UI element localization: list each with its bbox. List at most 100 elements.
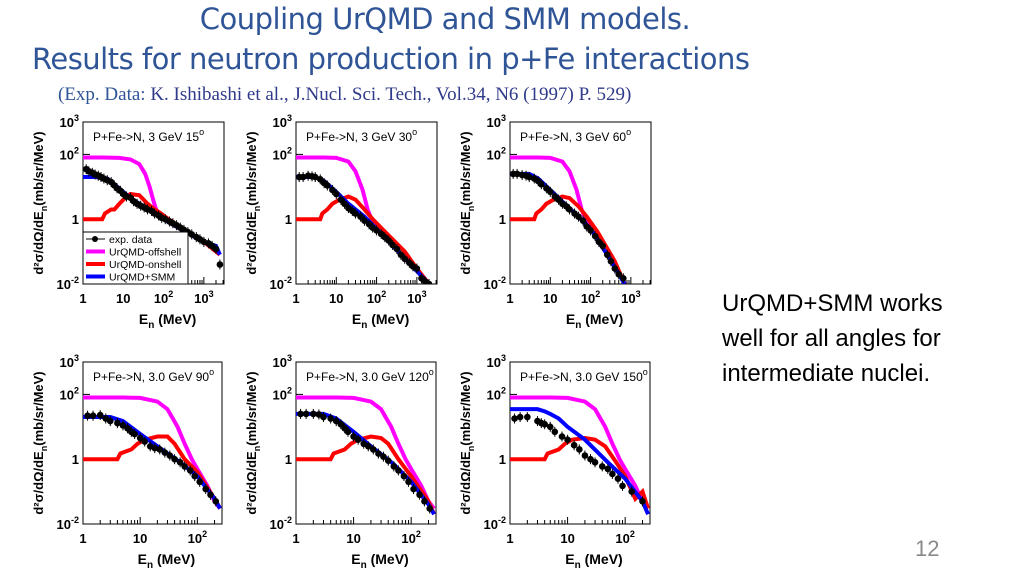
data-point [421, 498, 428, 505]
data-point [570, 441, 578, 449]
legend-entry: UrQMD-onshell [109, 259, 181, 271]
legend: exp. dataUrQMD-offshellUrQMD-onshellUrQM… [82, 231, 189, 285]
y-axis-label: d²σ/dΩ/dEn(mb/sr/MeV) [458, 371, 476, 514]
series-group [296, 155, 433, 284]
x-tick-label: 102 [401, 529, 420, 546]
data-point [212, 498, 220, 505]
data-point [375, 450, 382, 457]
x-tick-label: 10 [116, 291, 130, 306]
x-tick-label: 10 [560, 531, 574, 546]
data-point [639, 498, 646, 505]
y-tick-label: 102 [487, 385, 506, 402]
x-tick-label: 103 [194, 289, 213, 306]
data-point [564, 436, 571, 443]
x-tick-label: 1 [292, 531, 299, 546]
y-tick-label: 1 [72, 212, 79, 227]
data-point [516, 413, 524, 421]
data-point [611, 265, 619, 272]
data-point [401, 255, 409, 263]
series-group [83, 395, 222, 510]
x-axis-label: En (MeV) [352, 311, 409, 331]
x-tick-label: 10 [346, 531, 360, 546]
data-point [89, 412, 97, 420]
data-point [373, 227, 380, 234]
data-point [166, 452, 174, 459]
x-tick-label: 1 [506, 291, 513, 306]
data-point [558, 433, 566, 440]
series-line-urqmd-onshell [83, 434, 222, 510]
x-tick-label: 102 [367, 289, 386, 306]
data-point [84, 412, 91, 420]
data-point [538, 180, 545, 188]
reference-citation: K. Ishibashi et al., J.Nucl. Sci. Tech.,… [150, 84, 632, 105]
slide-title-line2: Results for neutron production in p+Fe i… [32, 42, 750, 76]
panel-label: P+Fe->N, 3 GeV 15o [93, 127, 204, 144]
y-tick-label: 102 [60, 385, 79, 402]
data-point [607, 258, 615, 265]
y-tick-label: 10-2 [270, 275, 292, 292]
data-point [302, 410, 310, 418]
data-point [604, 465, 612, 473]
data-point [609, 470, 616, 478]
data-point [156, 446, 164, 453]
data-point [136, 434, 144, 442]
data-point [384, 457, 392, 464]
y-tick-label: 103 [273, 353, 292, 370]
data-point [310, 410, 317, 418]
data-point [212, 245, 220, 253]
series-group [510, 155, 627, 284]
y-tick-label: 1 [499, 452, 506, 467]
series-line-urqmd-onshell [296, 194, 431, 284]
y-tick-label: 102 [60, 145, 79, 162]
x-tick-label: 103 [621, 289, 640, 306]
series-line-urqmd-onshell [296, 434, 436, 516]
data-point [599, 242, 607, 250]
data-point [332, 190, 340, 198]
data-point [603, 251, 611, 259]
data-point [369, 446, 377, 453]
data-point [390, 463, 398, 470]
data-point [297, 410, 304, 418]
series-group [510, 395, 650, 516]
data-point [186, 467, 194, 474]
x-axis-label: En (MeV) [565, 551, 622, 571]
x-tick-label: 10 [543, 291, 557, 306]
data-point [576, 446, 583, 453]
data-point [216, 261, 224, 268]
data-point [614, 475, 622, 483]
x-axis-label: En (MeV) [351, 551, 408, 571]
x-tick-label: 1 [79, 531, 86, 546]
reference-prefix: (Exp. Data: [58, 84, 151, 105]
data-point [413, 265, 421, 272]
data-point [546, 188, 554, 196]
data-point [395, 467, 402, 474]
data-point [410, 485, 417, 493]
data-point [591, 232, 599, 240]
panel-label: P+Fe->N, 3.0 GeV 150o [520, 367, 648, 384]
data-point [425, 280, 433, 284]
x-tick-label: 102 [615, 529, 634, 546]
data-point [151, 444, 159, 452]
data-point [361, 217, 368, 224]
data-point [389, 241, 396, 249]
data-point [385, 237, 393, 244]
page-number: 12 [915, 536, 940, 561]
x-tick-label: 10 [329, 291, 343, 306]
reference-line: (Exp. Data: K. Ishibashi et al., J.Nucl.… [58, 84, 631, 106]
y-axis-label: d²σ/dΩ/dEn(mb/sr/MeV) [31, 131, 49, 274]
legend-entry: exp. data [109, 234, 152, 246]
y-axis-label: d²σ/dΩ/dEn(mb/sr/MeV) [244, 131, 262, 274]
series-group [83, 155, 224, 270]
data-point [628, 488, 636, 495]
data-point [513, 170, 521, 178]
data-point [591, 459, 599, 466]
data-point [106, 417, 114, 425]
y-tick-label: 10-2 [270, 515, 292, 532]
data-point [207, 491, 214, 499]
data-point [416, 491, 423, 499]
y-tick-label: 10-2 [484, 515, 506, 532]
slide-title-line1: Coupling UrQMD and SMM models. [199, 2, 691, 36]
